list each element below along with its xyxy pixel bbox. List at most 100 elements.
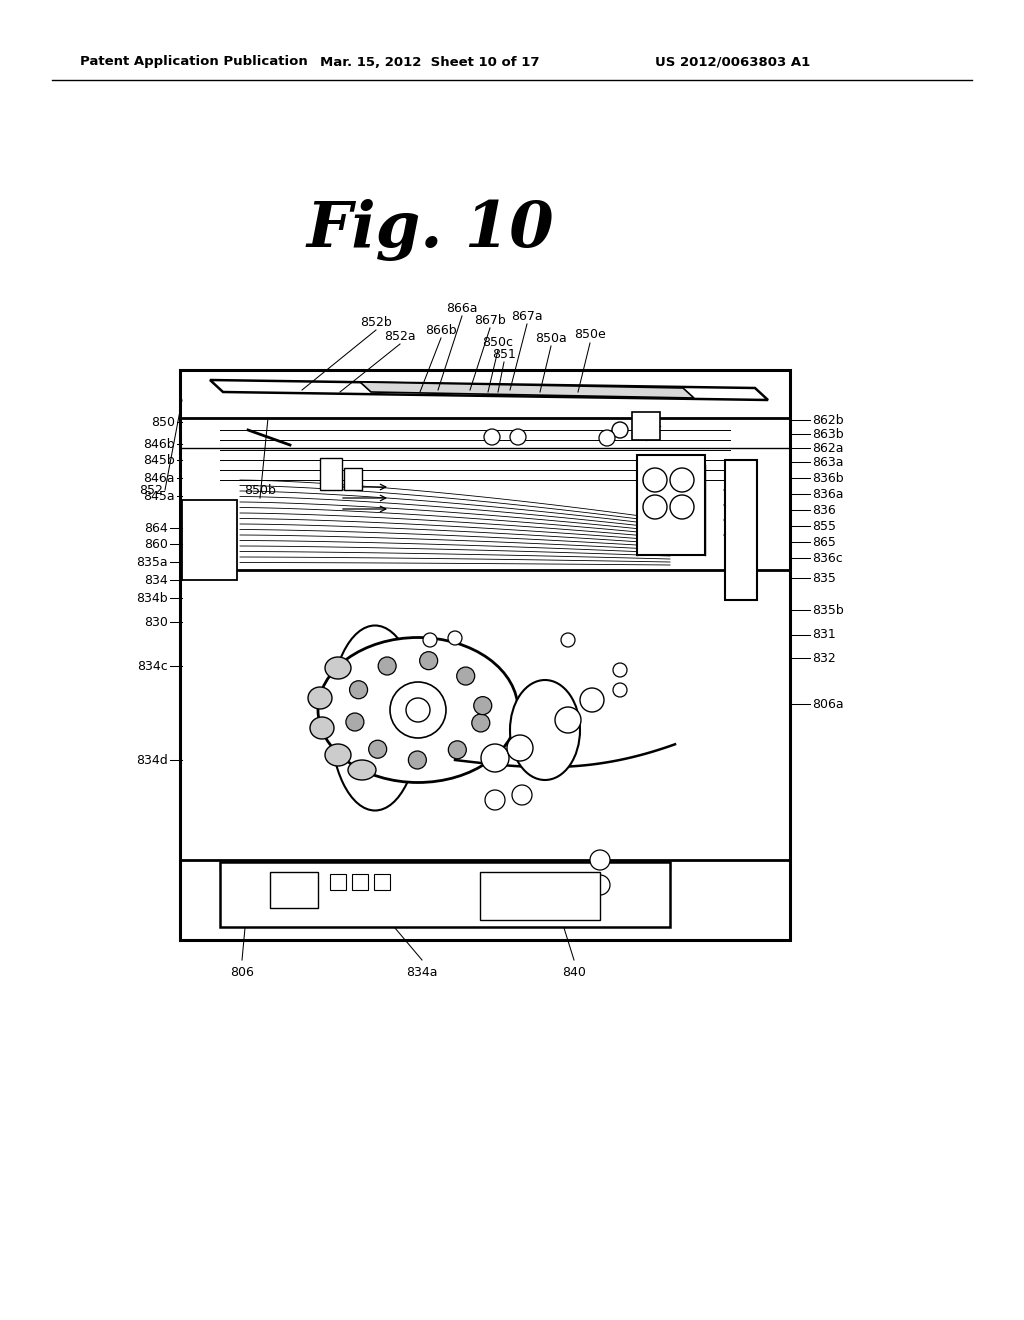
Bar — [330, 874, 346, 890]
Circle shape — [409, 751, 426, 770]
Circle shape — [590, 850, 610, 870]
Text: 834: 834 — [144, 573, 168, 586]
Circle shape — [643, 469, 667, 492]
Circle shape — [406, 698, 430, 722]
Ellipse shape — [318, 638, 518, 783]
Text: 855: 855 — [812, 520, 836, 532]
Bar — [352, 874, 368, 890]
Circle shape — [612, 422, 628, 438]
Text: 834a: 834a — [407, 965, 437, 978]
Circle shape — [472, 714, 489, 733]
Circle shape — [378, 657, 396, 675]
Bar — [270, 873, 318, 908]
Text: 830: 830 — [144, 615, 168, 628]
Text: 845a: 845a — [143, 490, 175, 503]
Text: 834c: 834c — [137, 660, 168, 672]
Circle shape — [369, 741, 387, 758]
Bar — [632, 412, 660, 440]
Circle shape — [457, 667, 475, 685]
Circle shape — [423, 634, 437, 647]
Ellipse shape — [348, 760, 376, 780]
Circle shape — [346, 713, 364, 731]
Text: 867b: 867b — [474, 314, 506, 326]
Text: 836: 836 — [812, 503, 836, 516]
Text: 831: 831 — [812, 628, 836, 642]
Polygon shape — [210, 380, 768, 400]
Text: 846b: 846b — [143, 437, 175, 450]
Circle shape — [481, 744, 509, 772]
Text: 806a: 806a — [812, 697, 844, 710]
Text: 850c: 850c — [482, 335, 513, 348]
Text: 832: 832 — [812, 652, 836, 664]
Ellipse shape — [325, 657, 351, 678]
Text: 835b: 835b — [812, 603, 844, 616]
Text: 852: 852 — [139, 483, 163, 496]
Text: 850a: 850a — [536, 331, 567, 345]
Text: US 2012/0063803 A1: US 2012/0063803 A1 — [655, 55, 810, 69]
Circle shape — [484, 429, 500, 445]
Circle shape — [449, 741, 466, 759]
Circle shape — [670, 469, 694, 492]
Circle shape — [670, 495, 694, 519]
Bar — [220, 862, 670, 927]
Circle shape — [590, 875, 610, 895]
Circle shape — [474, 697, 492, 714]
Circle shape — [349, 681, 368, 698]
Circle shape — [580, 688, 604, 711]
Text: 840: 840 — [562, 965, 586, 978]
Text: 852a: 852a — [384, 330, 416, 342]
Text: 836a: 836a — [812, 487, 844, 500]
Text: 862a: 862a — [812, 441, 844, 454]
Text: 866a: 866a — [446, 301, 478, 314]
Text: Patent Application Publication: Patent Application Publication — [80, 55, 308, 69]
Text: 835a: 835a — [136, 556, 168, 569]
Text: 867a: 867a — [511, 309, 543, 322]
Text: 866b: 866b — [425, 323, 457, 337]
Text: 860: 860 — [144, 537, 168, 550]
Bar — [319, 458, 342, 490]
Circle shape — [613, 682, 627, 697]
Text: 836c: 836c — [812, 552, 843, 565]
Text: 836b: 836b — [812, 471, 844, 484]
Circle shape — [555, 708, 581, 733]
Text: 834d: 834d — [136, 754, 168, 767]
Bar — [180, 370, 790, 940]
Text: 846a: 846a — [143, 471, 175, 484]
Bar — [182, 500, 237, 579]
Text: 863b: 863b — [812, 428, 844, 441]
Circle shape — [512, 785, 532, 805]
Circle shape — [507, 735, 534, 762]
Polygon shape — [360, 381, 694, 399]
Circle shape — [420, 652, 437, 669]
Bar — [344, 469, 362, 490]
Circle shape — [637, 422, 653, 438]
Bar — [374, 874, 390, 890]
Circle shape — [390, 682, 446, 738]
Circle shape — [613, 663, 627, 677]
Text: 834b: 834b — [136, 591, 168, 605]
Circle shape — [449, 631, 462, 645]
Circle shape — [510, 429, 526, 445]
Text: 852b: 852b — [360, 315, 392, 329]
Ellipse shape — [310, 717, 334, 739]
Text: 845b: 845b — [143, 454, 175, 466]
Text: 850b: 850b — [244, 483, 275, 496]
Bar — [220, 862, 670, 870]
Text: 806: 806 — [230, 965, 254, 978]
Text: 864: 864 — [144, 521, 168, 535]
Text: Mar. 15, 2012  Sheet 10 of 17: Mar. 15, 2012 Sheet 10 of 17 — [321, 55, 540, 69]
Ellipse shape — [308, 686, 332, 709]
Text: 863a: 863a — [812, 455, 844, 469]
Text: 835: 835 — [812, 572, 836, 585]
Ellipse shape — [330, 626, 420, 810]
Text: 850: 850 — [151, 416, 175, 429]
Circle shape — [643, 495, 667, 519]
Ellipse shape — [510, 680, 580, 780]
Circle shape — [561, 634, 575, 647]
Bar — [480, 873, 600, 920]
Bar — [725, 459, 757, 601]
Text: 862b: 862b — [812, 413, 844, 426]
Text: 865: 865 — [812, 536, 836, 549]
Text: 850e: 850e — [574, 329, 606, 342]
Bar — [637, 455, 705, 554]
